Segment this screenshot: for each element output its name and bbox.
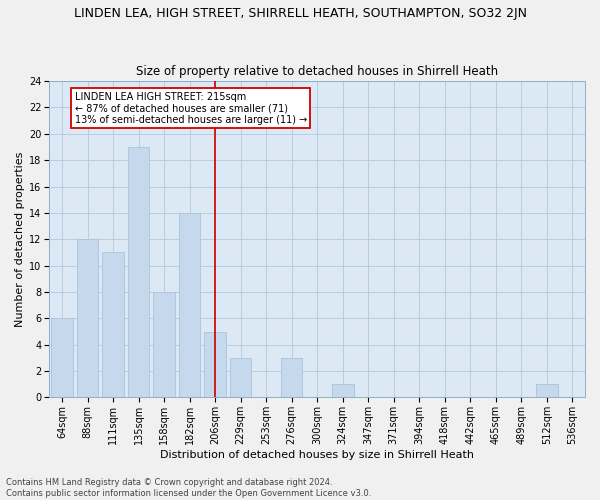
- Text: LINDEN LEA, HIGH STREET, SHIRRELL HEATH, SOUTHAMPTON, SO32 2JN: LINDEN LEA, HIGH STREET, SHIRRELL HEATH,…: [74, 8, 527, 20]
- Title: Size of property relative to detached houses in Shirrell Heath: Size of property relative to detached ho…: [136, 66, 498, 78]
- Text: Contains HM Land Registry data © Crown copyright and database right 2024.
Contai: Contains HM Land Registry data © Crown c…: [6, 478, 371, 498]
- Bar: [51, 318, 73, 398]
- Bar: [102, 252, 124, 398]
- X-axis label: Distribution of detached houses by size in Shirrell Heath: Distribution of detached houses by size …: [160, 450, 474, 460]
- Text: LINDEN LEA HIGH STREET: 215sqm
← 87% of detached houses are smaller (71)
13% of : LINDEN LEA HIGH STREET: 215sqm ← 87% of …: [75, 92, 307, 125]
- Bar: [77, 239, 98, 398]
- Bar: [281, 358, 302, 398]
- Y-axis label: Number of detached properties: Number of detached properties: [15, 152, 25, 327]
- Bar: [179, 213, 200, 398]
- Bar: [536, 384, 557, 398]
- Bar: [153, 292, 175, 398]
- Bar: [204, 332, 226, 398]
- Bar: [230, 358, 251, 398]
- Bar: [128, 147, 149, 398]
- Bar: [332, 384, 353, 398]
